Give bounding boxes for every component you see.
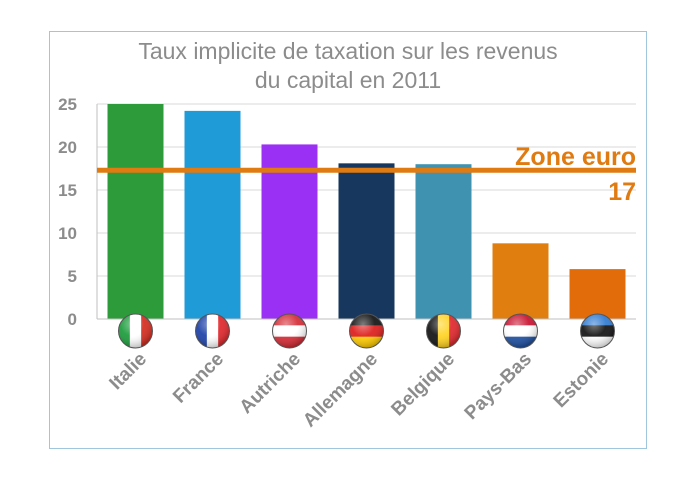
y-tick-label: 15	[58, 181, 77, 200]
bar-france	[184, 110, 241, 319]
chart-title-line-1: Taux implicite de taxation sur les reven…	[138, 38, 557, 64]
y-axis-ticks: 0 5 10 15 20 25	[58, 95, 77, 329]
france-flag-icon	[195, 313, 230, 349]
estonia-flag-icon	[580, 313, 615, 349]
bar-belgique	[415, 164, 472, 319]
x-tick-label: Italie	[106, 349, 151, 394]
bar-pays-bas	[492, 243, 549, 319]
austria-flag-icon	[272, 313, 307, 349]
x-tick-label: Autriche	[236, 349, 305, 418]
italy-flag-icon	[118, 313, 153, 349]
bar-estonie	[569, 269, 626, 319]
y-tick-label: 20	[58, 138, 77, 157]
x-tick-label: Pays-Bas	[461, 349, 536, 424]
bar-autriche	[261, 144, 318, 319]
reference-line-group: Zone euro 17	[97, 143, 636, 206]
x-tick-label: France	[169, 349, 228, 408]
reference-value-label: 17	[608, 178, 636, 206]
bar-allemagne	[338, 163, 395, 319]
y-tick-label: 10	[58, 224, 77, 243]
y-tick-label: 5	[68, 267, 77, 286]
belgium-flag-icon	[426, 313, 461, 349]
x-tick-label: Belgique	[387, 349, 459, 421]
netherlands-flag-icon	[503, 313, 538, 349]
bar-italie	[107, 104, 164, 319]
y-tick-label: 0	[68, 310, 77, 329]
bars	[107, 104, 626, 319]
x-tick-label: Allemagne	[299, 349, 382, 432]
flags	[118, 313, 615, 349]
x-tick-label: Estonie	[550, 349, 613, 412]
chart-title-line-2: du capital en 2011	[255, 67, 441, 93]
y-tick-label: 25	[58, 95, 77, 114]
germany-flag-icon	[349, 313, 384, 349]
reference-label: Zone euro	[515, 143, 636, 171]
